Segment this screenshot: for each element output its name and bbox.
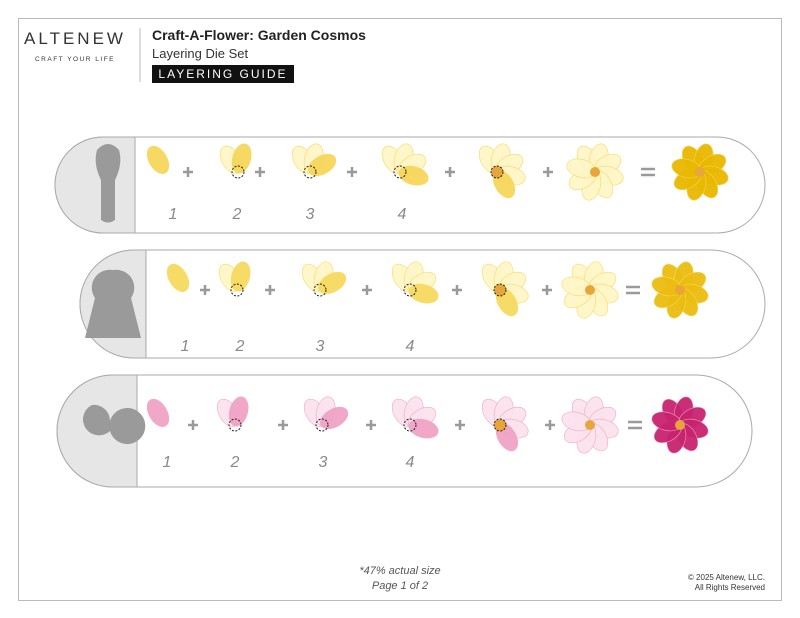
plus-sign xyxy=(366,420,376,430)
badge: LAYERING GUIDE xyxy=(158,67,287,81)
plus-sign xyxy=(188,420,198,430)
flower-center xyxy=(585,285,595,295)
petal xyxy=(308,153,337,177)
plus-sign xyxy=(183,167,193,177)
step-number: 4 xyxy=(406,454,415,471)
badge-box xyxy=(152,65,294,83)
flower-layer xyxy=(561,396,619,454)
logo: ALTENEW CRAFT YOUR LIFE xyxy=(24,29,126,63)
plus-sign xyxy=(543,167,553,177)
plus-sign xyxy=(545,420,555,430)
layer-row: 1 2 3 4 xyxy=(79,249,766,359)
flower-layer xyxy=(671,143,729,201)
layer-row: 1 2 3 4 xyxy=(54,136,766,234)
center-guide xyxy=(231,165,245,179)
subtitle: Layering Die Set xyxy=(152,46,248,61)
center-guide xyxy=(493,283,507,297)
flower-layer xyxy=(166,263,190,292)
center-guide xyxy=(315,418,329,432)
flower-layer xyxy=(481,396,529,452)
center-guide xyxy=(230,283,244,297)
flower-center xyxy=(585,420,595,430)
flower-layer xyxy=(651,396,709,454)
flower-layer xyxy=(219,143,252,179)
plus-sign xyxy=(542,285,552,295)
center-guide xyxy=(228,418,242,432)
equals-sign xyxy=(641,167,655,177)
step-number: 1 xyxy=(169,206,178,223)
rows: 1 2 3 4 1 2 3 4 1 2 3 4 xyxy=(54,136,766,488)
page-number: Page 1 of 2 xyxy=(372,580,428,592)
step-number: 3 xyxy=(319,454,328,471)
petal xyxy=(166,263,190,292)
center-guide xyxy=(303,165,317,179)
flower-layer xyxy=(146,398,170,427)
flower-layer xyxy=(561,261,619,319)
plus-sign xyxy=(255,167,265,177)
step-number: 2 xyxy=(230,454,240,471)
flower-layer xyxy=(291,143,337,179)
copyright: © 2025 Altenew, LLC. xyxy=(688,573,765,582)
step-number: 3 xyxy=(306,206,315,223)
step-number: 1 xyxy=(163,454,172,471)
flower-layer xyxy=(391,261,439,304)
center-guide xyxy=(490,165,504,179)
petal xyxy=(146,398,170,427)
flower-layer xyxy=(381,143,429,186)
equals-sign xyxy=(626,285,640,295)
step-number: 3 xyxy=(316,338,325,355)
center-guide xyxy=(393,165,407,179)
equals-sign xyxy=(628,420,642,430)
scale-note: *47% actual size xyxy=(359,565,440,577)
plus-sign xyxy=(347,167,357,177)
row-pill xyxy=(56,374,753,488)
flower-layer xyxy=(566,143,624,201)
center-guide xyxy=(403,283,417,297)
center-guide xyxy=(313,283,327,297)
step-number: 2 xyxy=(235,338,245,355)
title: Craft-A-Flower: Garden Cosmos xyxy=(152,27,366,43)
petal xyxy=(146,145,170,174)
plus-sign xyxy=(455,420,465,430)
plus-sign xyxy=(265,285,275,295)
plus-sign xyxy=(200,285,210,295)
flower-layer xyxy=(146,145,170,174)
petal xyxy=(318,271,347,295)
rights: All Rights Reserved xyxy=(695,583,765,592)
flower-center xyxy=(695,167,705,177)
center-guide xyxy=(493,418,507,432)
flower-center xyxy=(675,420,685,430)
plus-sign xyxy=(452,285,462,295)
plus-sign xyxy=(445,167,455,177)
step-number: 4 xyxy=(406,338,415,355)
center-guide xyxy=(403,418,417,432)
flower-layer xyxy=(218,261,251,297)
step-number: 1 xyxy=(181,338,190,355)
flower-center xyxy=(675,285,685,295)
flower-layer xyxy=(303,396,349,432)
die-shape xyxy=(95,144,121,223)
flower-layer xyxy=(301,261,347,297)
flower-layer xyxy=(391,396,439,439)
flower-center xyxy=(590,167,600,177)
flower-layer xyxy=(481,261,529,317)
plus-sign xyxy=(278,420,288,430)
step-number: 4 xyxy=(398,206,407,223)
plus-sign xyxy=(362,285,372,295)
die-shape xyxy=(85,269,141,338)
flower-layer xyxy=(216,396,249,432)
logo-text: ALTENEW xyxy=(24,29,126,48)
logo-tagline: CRAFT YOUR LIFE xyxy=(35,56,115,63)
petal xyxy=(320,406,349,430)
layer-row: 1 2 3 4 xyxy=(56,374,753,488)
die-shape xyxy=(82,404,146,444)
flower-layer xyxy=(478,143,526,199)
step-number: 2 xyxy=(232,206,242,223)
flower-layer xyxy=(651,261,709,319)
